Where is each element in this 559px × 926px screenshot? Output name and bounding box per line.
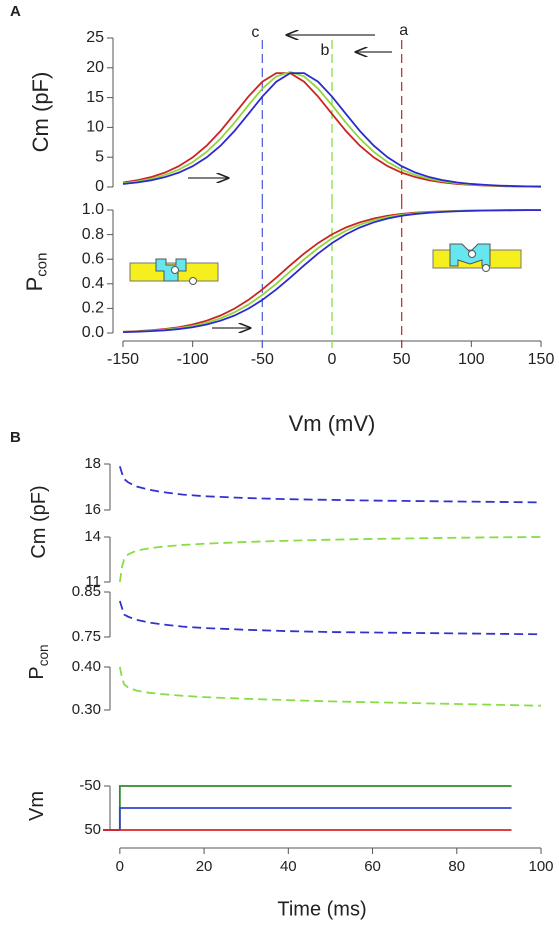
channel-icon-closed xyxy=(129,258,219,285)
data-line xyxy=(118,466,542,504)
y-tick-label: 0.40 xyxy=(72,658,101,675)
y-tick-label: 0.0 xyxy=(82,324,104,341)
y-tick-label: 15 xyxy=(86,89,104,106)
reference-label: a xyxy=(399,22,408,39)
y-tick-label: 18 xyxy=(84,455,101,472)
y-axis-title: Pcon xyxy=(26,644,50,679)
y-tick-label: -50 xyxy=(79,777,101,794)
x-tick-label: 20 xyxy=(196,858,213,875)
y-tick-label: 0.30 xyxy=(72,701,101,718)
y-axis-title-sub: con xyxy=(34,253,51,277)
data-line xyxy=(118,666,542,707)
x-tick-label: 100 xyxy=(458,351,485,368)
annotation-arrows xyxy=(188,35,392,328)
panel-label: B xyxy=(10,429,21,446)
y-tick-label: 10 xyxy=(86,119,104,136)
y-tick-label: 5 xyxy=(95,148,104,165)
y-tick-label: 0.75 xyxy=(72,628,101,645)
y-tick-label: 16 xyxy=(84,501,101,518)
y-tick-label: 25 xyxy=(86,29,104,46)
x-tick-label: 40 xyxy=(280,858,297,875)
y-axis-title-main: P xyxy=(22,277,47,292)
y-tick-label: 0.85 xyxy=(72,583,101,600)
data-line xyxy=(118,600,542,636)
x-tick-label: 0 xyxy=(116,858,124,875)
y-tick-label: 20 xyxy=(86,59,104,76)
channel-icon-open xyxy=(432,243,522,272)
y-axis-title-sub: con xyxy=(36,644,51,666)
y-axis-title: Vm xyxy=(26,791,48,821)
data-line xyxy=(122,72,542,188)
x-tick-label: -150 xyxy=(107,351,139,368)
x-axis-title: Vm (mV) xyxy=(289,411,376,436)
reference-label: b xyxy=(321,42,330,59)
y-tick-label: 0.8 xyxy=(82,226,104,243)
y-axis-title-main: Vm xyxy=(26,791,48,821)
data-line xyxy=(103,807,512,831)
x-tick-label: 80 xyxy=(448,858,465,875)
y-axis-title-main: P xyxy=(26,666,48,679)
y-tick-label: 14 xyxy=(84,528,101,545)
data-line xyxy=(118,536,542,583)
y-axis-title: Pcon xyxy=(22,253,51,292)
y-axis-title-main: Cm (pF) xyxy=(28,485,50,558)
y-axis-title-main: Cm (pF) xyxy=(28,72,53,153)
x-tick-label: 50 xyxy=(393,351,411,368)
x-tick-label: 100 xyxy=(528,858,553,875)
x-tick-label: 0 xyxy=(328,351,337,368)
y-tick-label: 0 xyxy=(95,178,104,195)
y-tick-label: 11 xyxy=(85,573,101,590)
y-tick-label: 0.6 xyxy=(82,250,104,267)
y-axis-title: Cm (pF) xyxy=(28,485,50,558)
y-tick-label: 0.2 xyxy=(82,300,104,317)
x-tick-label: -50 xyxy=(251,351,274,368)
data-line xyxy=(122,209,541,334)
panel-label: A xyxy=(10,3,21,20)
reference-label: c xyxy=(251,24,259,41)
y-tick-label: 50 xyxy=(84,821,101,838)
x-tick-label: 150 xyxy=(528,351,555,368)
y-axis-title: Cm (pF) xyxy=(28,72,53,153)
x-tick-label: 60 xyxy=(364,858,381,875)
x-tick-label: -100 xyxy=(177,351,209,368)
y-tick-label: 1.0 xyxy=(82,201,104,218)
y-tick-label: 0.4 xyxy=(82,275,104,292)
x-axis-title: Time (ms) xyxy=(277,898,366,920)
